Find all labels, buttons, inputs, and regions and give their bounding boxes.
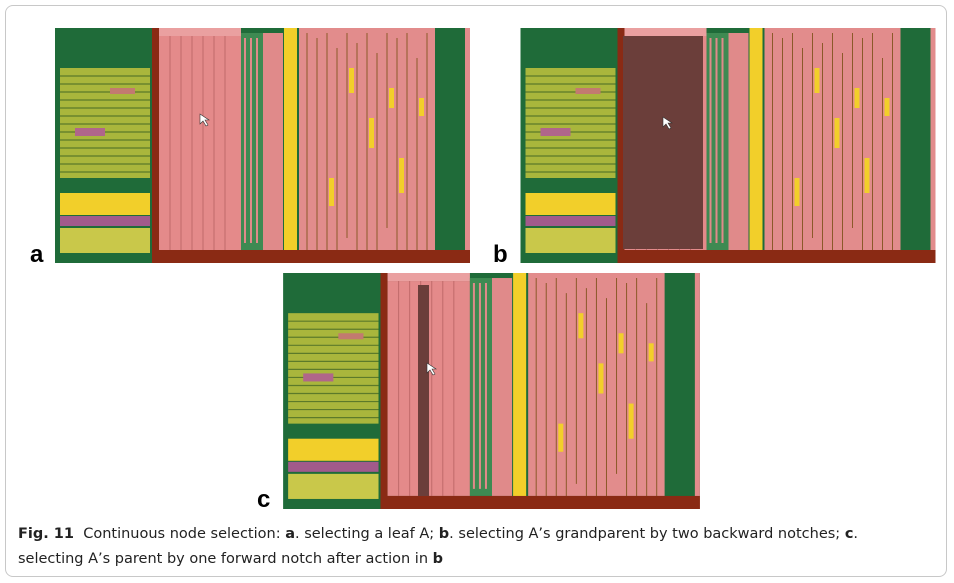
selection-b	[623, 36, 703, 249]
panel-label: c	[257, 486, 270, 513]
caption-text: a	[285, 526, 295, 542]
caption-text: Continuous node selection:	[83, 526, 280, 542]
caption-label: Fig. 11	[18, 526, 74, 542]
treemap-b	[521, 28, 936, 263]
caption: Fig. 11 Continuous node selection: a. se…	[18, 522, 918, 572]
caption-text: b	[439, 526, 449, 542]
caption-text: . selecting A’s grandparent by two backw…	[449, 526, 840, 542]
treemap-a	[55, 28, 470, 263]
treemap-c	[283, 273, 700, 509]
figure: a b c	[0, 0, 954, 520]
selection-c	[418, 285, 429, 496]
caption-text: b	[433, 551, 443, 567]
panel-label: b	[493, 241, 508, 268]
caption-text: . selecting a leaf A;	[295, 526, 434, 542]
panel-label: a	[30, 241, 44, 268]
